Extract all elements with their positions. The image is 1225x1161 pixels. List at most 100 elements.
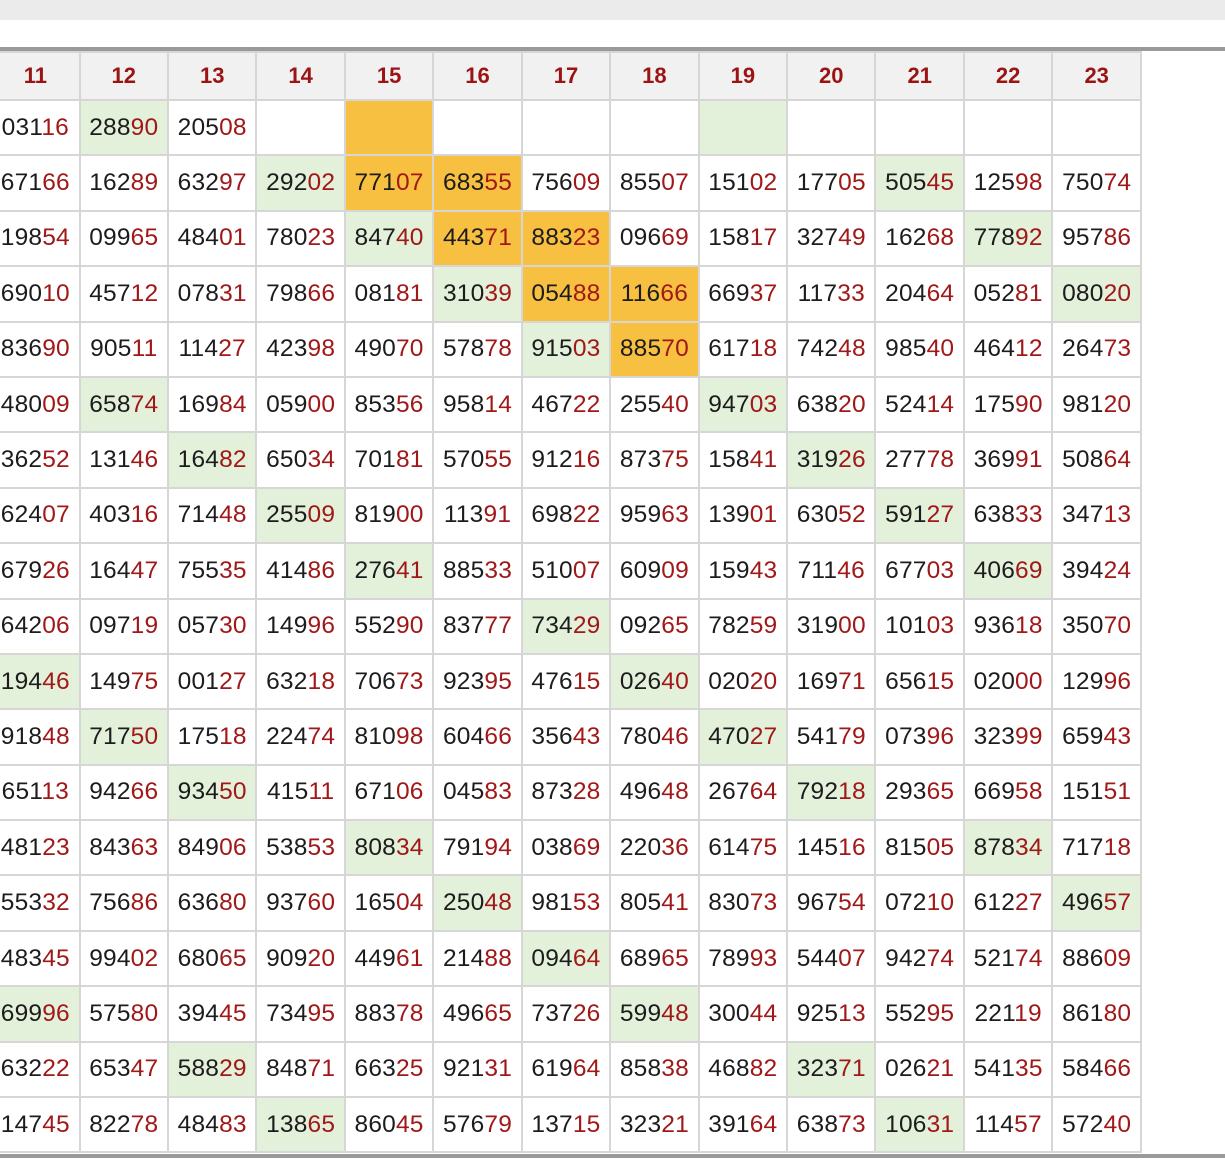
number-cell: 65034 xyxy=(255,431,346,489)
number-cell: 05900 xyxy=(255,375,346,434)
number-cell: 14996 xyxy=(255,597,346,655)
number-cell: 65113 xyxy=(0,763,81,822)
number-cell: 79866 xyxy=(255,265,346,323)
number-cell: 88570 xyxy=(609,320,700,378)
table-bottom-rule xyxy=(0,1154,1225,1158)
number-cell: 67926 xyxy=(0,542,81,600)
table-header-row: 11 12 13 14 15 16 17 18 19 20 21 22 23 xyxy=(0,51,1142,101)
cell-value: 94703 xyxy=(708,390,778,418)
number-cell: 29365 xyxy=(874,763,965,822)
cell-value: 50864 xyxy=(1062,446,1132,474)
cell-value: 16984 xyxy=(177,390,247,418)
number-cell: 13715 xyxy=(520,1096,612,1154)
cell-value: 28890 xyxy=(89,113,159,141)
cell-value: 71718 xyxy=(1062,833,1132,861)
cell-value: 11457 xyxy=(974,1110,1042,1138)
number-cell: 02000 xyxy=(962,652,1054,711)
cell-value: 31926 xyxy=(796,446,866,474)
number-cell: 39445 xyxy=(166,985,258,1043)
number-cell: 94274 xyxy=(874,929,965,988)
number-cell: 10631 xyxy=(874,1096,965,1154)
number-cell: 14516 xyxy=(786,819,877,877)
number-cell: 40316 xyxy=(78,486,169,545)
cell-value: 74248 xyxy=(796,335,866,363)
number-cell: 61718 xyxy=(697,320,789,378)
number-cell: 12598 xyxy=(962,154,1054,212)
cell-value: 54179 xyxy=(796,722,866,750)
cell-value: 65943 xyxy=(1062,722,1132,750)
cell-value: 88378 xyxy=(354,999,424,1027)
number-cell: 09965 xyxy=(78,209,169,268)
cell-value: 13901 xyxy=(708,501,778,529)
cell-value: 39445 xyxy=(177,999,247,1027)
cell-value: 11733 xyxy=(797,279,865,307)
column-header: 19 xyxy=(697,51,789,101)
cell-value: 61718 xyxy=(708,335,778,363)
cell-value: 54135 xyxy=(973,1055,1043,1083)
number-cell: 31039 xyxy=(432,265,523,323)
number-cell: 51007 xyxy=(520,542,612,600)
cell-value: 16504 xyxy=(354,889,424,917)
cell-value: 03116 xyxy=(1,113,69,141)
cell-value: 75535 xyxy=(177,556,247,584)
table-row: 48123 84363 84906 53853 80834 79194 03869 22036… xyxy=(0,819,1142,877)
number-cell: 87375 xyxy=(609,431,700,489)
cell-value: 65874 xyxy=(89,390,159,418)
cell-value: 65113 xyxy=(1,778,69,806)
cell-value: 81900 xyxy=(354,501,424,529)
number-cell: 86180 xyxy=(1051,985,1142,1043)
cell-value: 09669 xyxy=(619,224,689,252)
number-cell: 29202 xyxy=(255,154,346,212)
cell-value: 91848 xyxy=(0,722,70,750)
cell-value: 69010 xyxy=(0,279,70,307)
number-cell xyxy=(962,98,1054,157)
number-cell: 05281 xyxy=(962,265,1054,323)
number-cell: 91216 xyxy=(520,431,612,489)
number-cell: 57878 xyxy=(432,320,523,378)
cell-value: 57878 xyxy=(442,335,513,363)
number-cell: 48009 xyxy=(0,375,81,434)
cell-value: 35070 xyxy=(1062,612,1132,640)
number-cell: 54135 xyxy=(962,1040,1054,1099)
number-cell: 78993 xyxy=(697,929,789,988)
number-cell: 11457 xyxy=(962,1096,1054,1154)
cell-value: 60466 xyxy=(442,722,513,750)
number-cell: 66958 xyxy=(962,763,1054,822)
cell-value: 87328 xyxy=(531,778,601,806)
cell-value: 93618 xyxy=(973,612,1043,640)
cell-value: 61964 xyxy=(531,1055,601,1083)
cell-value: 34713 xyxy=(1062,501,1132,529)
number-cell: 65874 xyxy=(78,375,169,434)
number-cell: 52414 xyxy=(874,375,965,434)
cell-value: 31900 xyxy=(796,612,866,640)
number-cell: 49665 xyxy=(432,985,523,1043)
number-cell: 48123 xyxy=(0,819,81,877)
number-cell: 36252 xyxy=(0,431,81,489)
cell-value: 25509 xyxy=(266,501,336,529)
cell-value: 02621 xyxy=(885,1055,955,1083)
cell-value: 31039 xyxy=(442,279,513,307)
number-cell: 17518 xyxy=(166,708,258,766)
table-row: 67926 16447 75535 41486 27641 88533 51007 60909… xyxy=(0,542,1142,600)
number-cell xyxy=(609,98,700,157)
cell-value: 27641 xyxy=(354,556,424,584)
cell-value: 10631 xyxy=(885,1110,955,1138)
number-cell: 32399 xyxy=(962,708,1054,766)
number-cell: 31900 xyxy=(786,597,877,655)
number-cell: 79194 xyxy=(432,819,523,877)
number-cell: 05730 xyxy=(166,597,258,655)
number-cell: 02621 xyxy=(874,1040,965,1099)
number-cell: 63052 xyxy=(786,486,877,545)
number-cell: 73726 xyxy=(520,985,612,1043)
number-cell: 58829 xyxy=(166,1040,258,1099)
number-cell: 80834 xyxy=(343,819,435,877)
cell-value: 39424 xyxy=(1062,556,1132,584)
cell-value: 92395 xyxy=(442,667,513,695)
cell-value: 63680 xyxy=(177,889,247,917)
cell-value: 21488 xyxy=(442,944,513,972)
cell-value: 49665 xyxy=(442,999,513,1027)
cell-value: 30044 xyxy=(708,999,778,1027)
cell-value: 17518 xyxy=(177,722,247,750)
cell-value: 15817 xyxy=(708,224,778,252)
cell-value: 39164 xyxy=(708,1110,778,1138)
